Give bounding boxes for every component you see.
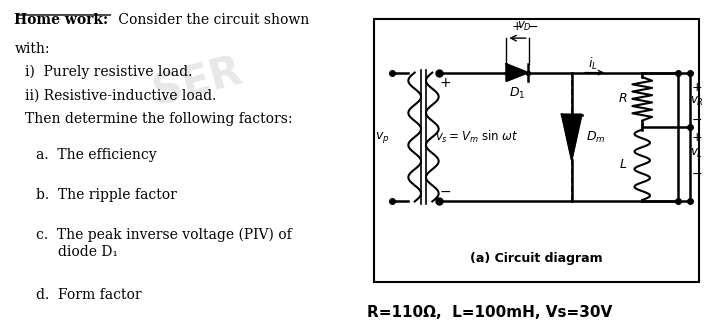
Polygon shape (562, 115, 582, 160)
Text: $-$: $-$ (439, 184, 451, 198)
Bar (374, 19, 698, 282)
Text: $i_L$: $i_L$ (588, 56, 598, 72)
Text: ii) Resistive-inductive load.: ii) Resistive-inductive load. (25, 88, 217, 102)
Text: d.  Form factor: d. Form factor (36, 288, 142, 302)
Text: +: + (440, 76, 451, 90)
Text: $v_L$: $v_L$ (690, 147, 703, 160)
Text: a.  The efficiency: a. The efficiency (36, 148, 157, 162)
Text: $D_1$: $D_1$ (509, 86, 525, 101)
Text: +: + (692, 81, 702, 94)
Text: L: L (619, 158, 626, 170)
Text: +: + (692, 131, 702, 144)
Polygon shape (506, 64, 528, 81)
Text: Home work:: Home work: (14, 13, 109, 27)
Text: (a) Circuit diagram: (a) Circuit diagram (470, 252, 603, 265)
Text: b.  The ripple factor: b. The ripple factor (36, 188, 177, 202)
Text: R: R (618, 92, 627, 105)
Text: i)  Purely resistive load.: i) Purely resistive load. (25, 65, 192, 79)
Text: Then determine the following factors:: Then determine the following factors: (25, 112, 293, 126)
Text: $-$: $-$ (691, 113, 703, 126)
Text: with:: with: (14, 42, 50, 56)
Text: $v_s = V_m$ sin $\omega t$: $v_s = V_m$ sin $\omega t$ (435, 129, 518, 145)
Text: c.  The peak inverse voltage (PIV) of
     diode D₁: c. The peak inverse voltage (PIV) of dio… (36, 228, 292, 259)
Text: $-$: $-$ (526, 20, 538, 33)
Text: $-$: $-$ (691, 166, 703, 179)
Text: Consider the circuit shown: Consider the circuit shown (114, 13, 310, 27)
Text: $v_D$: $v_D$ (516, 20, 531, 33)
Text: $D_m$: $D_m$ (587, 130, 606, 145)
Text: $v_p$: $v_p$ (374, 130, 389, 145)
Text: $+$: $+$ (511, 20, 523, 33)
Text: $v_R$: $v_R$ (690, 95, 704, 108)
Text: SER: SER (149, 50, 247, 114)
Text: R=110Ω,  L=100mH, Vs=30V: R=110Ω, L=100mH, Vs=30V (367, 305, 612, 320)
